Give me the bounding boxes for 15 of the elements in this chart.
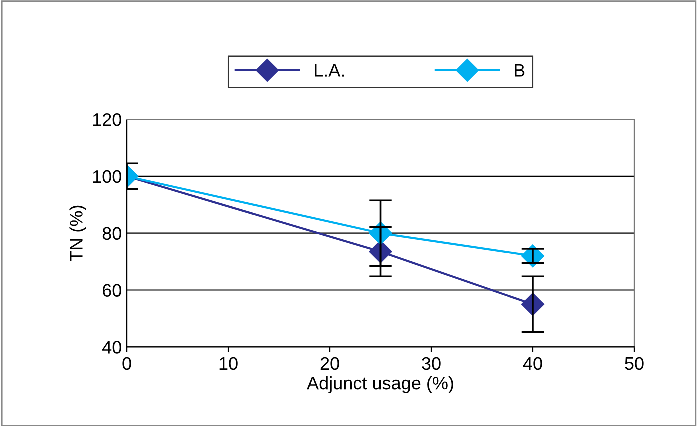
x-tick-label: 0 (122, 357, 132, 370)
x-tick-label: 50 (625, 357, 644, 370)
x-tick-label: 10 (220, 357, 238, 370)
y-tick-label: 40 (102, 341, 122, 354)
y-axis-title: TN (%) (70, 206, 86, 262)
y-tick-label: 100 (93, 170, 122, 184)
x-tick-label: 30 (422, 357, 441, 370)
x-tick-label: 20 (320, 357, 340, 370)
x-tick-label: 40 (523, 357, 542, 370)
y-tick-label: 60 (103, 284, 122, 297)
y-tick-label: 80 (102, 227, 122, 240)
legend-label: B (515, 64, 525, 77)
legend-label: L.A. (315, 64, 344, 77)
y-tick-label: 120 (93, 113, 122, 126)
x-axis-title: Adjunct usage (%) (307, 376, 454, 394)
